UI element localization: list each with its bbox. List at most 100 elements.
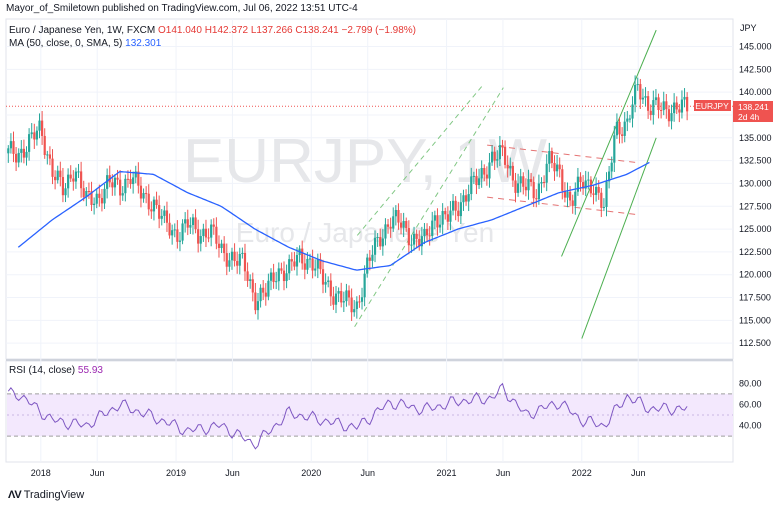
candle: [519, 168, 522, 193]
candle-body: [438, 224, 442, 228]
rsi-legend[interactable]: RSI (14, close) 55.93: [9, 365, 103, 376]
candle: [680, 90, 684, 119]
candle: [256, 292, 260, 320]
candle: [56, 165, 59, 184]
candle: [225, 243, 228, 276]
candle: [321, 259, 325, 294]
candle-body: [132, 177, 135, 185]
candle-body: [7, 148, 10, 154]
ma-value: 132.301: [125, 38, 162, 49]
candle: [15, 146, 18, 172]
candle-body: [267, 280, 270, 297]
candle-body: [433, 215, 436, 221]
candle: [46, 150, 49, 165]
candle-body: [449, 210, 452, 222]
candle-body: [199, 236, 202, 244]
candle-body: [220, 243, 223, 249]
candle: [436, 208, 439, 236]
y-tick-label: 122.500: [739, 247, 772, 257]
symbol-tag: [694, 100, 731, 111]
candle-body: [472, 175, 475, 177]
candle-body: [69, 174, 72, 179]
candle: [566, 182, 569, 208]
candle: [420, 226, 423, 256]
candle: [360, 287, 364, 310]
candle-body: [324, 281, 327, 285]
candle-body: [568, 191, 572, 201]
candle: [366, 253, 369, 278]
candle: [150, 201, 153, 219]
candle: [259, 284, 262, 308]
candle: [345, 283, 348, 307]
candle-body: [488, 162, 491, 179]
candle: [285, 264, 288, 289]
candle: [555, 154, 559, 177]
candle-body: [475, 175, 478, 186]
candle-body: [425, 228, 429, 236]
candle-body: [329, 280, 332, 297]
candle: [634, 75, 637, 113]
candle: [184, 212, 187, 233]
candle-body: [428, 235, 431, 237]
candle: [142, 188, 145, 203]
x-tick-label: 2022: [572, 468, 592, 478]
ma-legend[interactable]: MA (50, close, 0, SMA, 5) 132.301: [9, 38, 161, 49]
candle-body: [72, 178, 75, 182]
candle: [51, 149, 54, 185]
candle-body: [111, 182, 114, 188]
candle: [441, 203, 444, 235]
tradingview-footer[interactable]: ɅV TradingView: [8, 489, 84, 501]
candle-body: [152, 199, 156, 212]
candle-body: [119, 179, 122, 196]
publisher-line: Mayor_of_Smiletown published on TradingV…: [6, 3, 358, 14]
candle: [410, 235, 413, 253]
candle-body: [597, 186, 600, 193]
candle-body: [212, 224, 215, 227]
candle-body: [623, 121, 626, 136]
candle-body: [454, 200, 457, 211]
candle: [220, 239, 223, 254]
candle-body: [121, 193, 124, 196]
candle: [675, 96, 678, 115]
candle-body: [550, 151, 553, 163]
candle-body: [686, 96, 689, 112]
candle-body: [574, 191, 577, 206]
candle-body: [566, 191, 569, 198]
candle-body: [589, 179, 593, 194]
candle-body: [93, 203, 96, 205]
candle-body: [610, 162, 613, 172]
candle-body: [191, 217, 195, 226]
candle: [186, 209, 189, 236]
candle: [74, 167, 78, 189]
rsi-line: [7, 382, 688, 450]
candle: [189, 217, 192, 235]
candle: [381, 229, 384, 256]
candle: [329, 273, 332, 306]
candle-body: [176, 229, 179, 242]
candle-body: [308, 258, 312, 260]
candle-body: [194, 217, 197, 230]
candle-body: [90, 191, 93, 205]
candle-body: [243, 252, 247, 272]
candle-body: [490, 151, 494, 163]
candle-body: [178, 240, 182, 242]
candle: [25, 146, 28, 166]
tradingview-logo-icon: ɅV: [8, 489, 22, 501]
candle: [9, 133, 13, 154]
rsi-background: [7, 393, 733, 437]
price-tag-box: [733, 101, 773, 122]
rsi-line: [7, 382, 688, 450]
candle-body: [420, 236, 423, 247]
candle-body: [38, 120, 41, 131]
candle: [264, 283, 267, 306]
rsi-tick-label: 40.00: [739, 421, 762, 431]
candle: [277, 262, 280, 291]
candle: [384, 218, 387, 246]
candle: [660, 102, 663, 119]
candle-body: [576, 176, 580, 192]
candle-body: [368, 257, 371, 261]
candle: [488, 153, 491, 188]
candle: [490, 145, 494, 166]
candle: [93, 197, 96, 215]
